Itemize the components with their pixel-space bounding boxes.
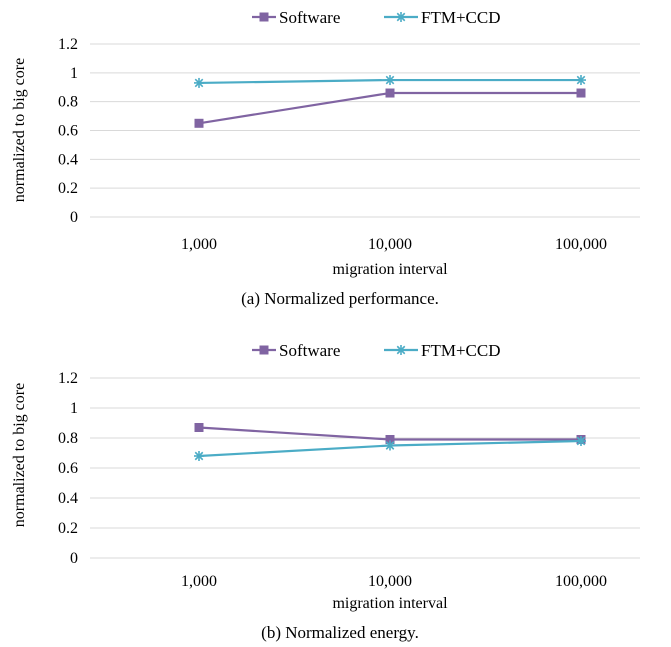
data-point-ftm-ccd — [385, 440, 395, 451]
data-point-software — [259, 345, 269, 355]
star-stroke — [194, 78, 204, 88]
y-tick-label: 1.2 — [58, 370, 78, 387]
x-tick-label: 10,000 — [368, 236, 412, 253]
y-tick-label: 0 — [70, 209, 78, 226]
star-stroke — [385, 441, 395, 450]
figure-caption: (b) Normalized energy. — [261, 623, 419, 642]
data-point-software — [576, 88, 586, 98]
y-tick-label: 0.2 — [58, 520, 78, 537]
star-stroke — [396, 345, 406, 355]
legend-label: FTM+CCD — [421, 341, 501, 360]
data-point-ftm-ccd — [396, 12, 406, 22]
x-axis-title: migration interval — [332, 261, 448, 278]
data-point-ftm-ccd — [576, 436, 586, 446]
data-point-software — [385, 88, 395, 98]
data-point-software — [194, 423, 204, 432]
chart-energy: 0 0.2 0.4 0.6 0.8 1 1.2 1,000 10,000 100,000 migra… — [11, 341, 640, 642]
data-point-software — [194, 118, 204, 128]
x-tick-label: 1,000 — [181, 573, 217, 590]
y-tick-label: 1 — [70, 65, 78, 82]
x-tick-label: 100,000 — [555, 236, 607, 253]
star-stroke — [576, 436, 586, 446]
y-axis-title: normalized to big core — [11, 383, 28, 527]
y-tick-label: 1.2 — [58, 36, 78, 53]
y-tick-label: 0.2 — [58, 180, 78, 197]
y-tick-label: 0.6 — [58, 460, 78, 477]
y-tick-label: 0.8 — [58, 430, 78, 447]
star-stroke — [576, 75, 586, 85]
data-point-ftm-ccd — [194, 77, 204, 88]
legend-label: Software — [279, 8, 340, 27]
y-tick-label: 0.4 — [58, 490, 78, 507]
figure-caption: (a) Normalized performance. — [241, 289, 439, 308]
data-point-ftm-ccd — [385, 75, 395, 86]
data-point-ftm-ccd — [194, 451, 204, 461]
data-point-ftm-ccd — [396, 345, 406, 355]
legend-label: Software — [279, 341, 340, 360]
x-tick-label: 1,000 — [181, 236, 217, 253]
y-tick-label: 1 — [70, 400, 78, 417]
y-axis-title: normalized to big core — [11, 58, 28, 202]
y-tick-label: 0.6 — [58, 123, 78, 140]
star-stroke — [194, 451, 204, 461]
x-tick-label: 10,000 — [368, 573, 412, 590]
data-point-ftm-ccd — [576, 75, 586, 86]
y-tick-label: 0.4 — [58, 151, 78, 168]
x-axis-title: migration interval — [332, 595, 448, 612]
star-stroke — [396, 12, 406, 22]
series-line-software — [198, 91, 581, 125]
data-point-software — [385, 435, 395, 444]
y-tick-label: 0.8 — [58, 94, 78, 111]
star-stroke — [385, 75, 395, 85]
x-tick-label: 100,000 — [555, 573, 607, 590]
chart-performance: 0 0.2 0.4 0.6 0.8 1 1.2 1,000 10,000 100,000 migra… — [11, 8, 640, 308]
legend-label: FTM+CCD — [421, 8, 501, 27]
y-tick-label: 0 — [70, 550, 78, 567]
data-point-software — [259, 12, 269, 22]
